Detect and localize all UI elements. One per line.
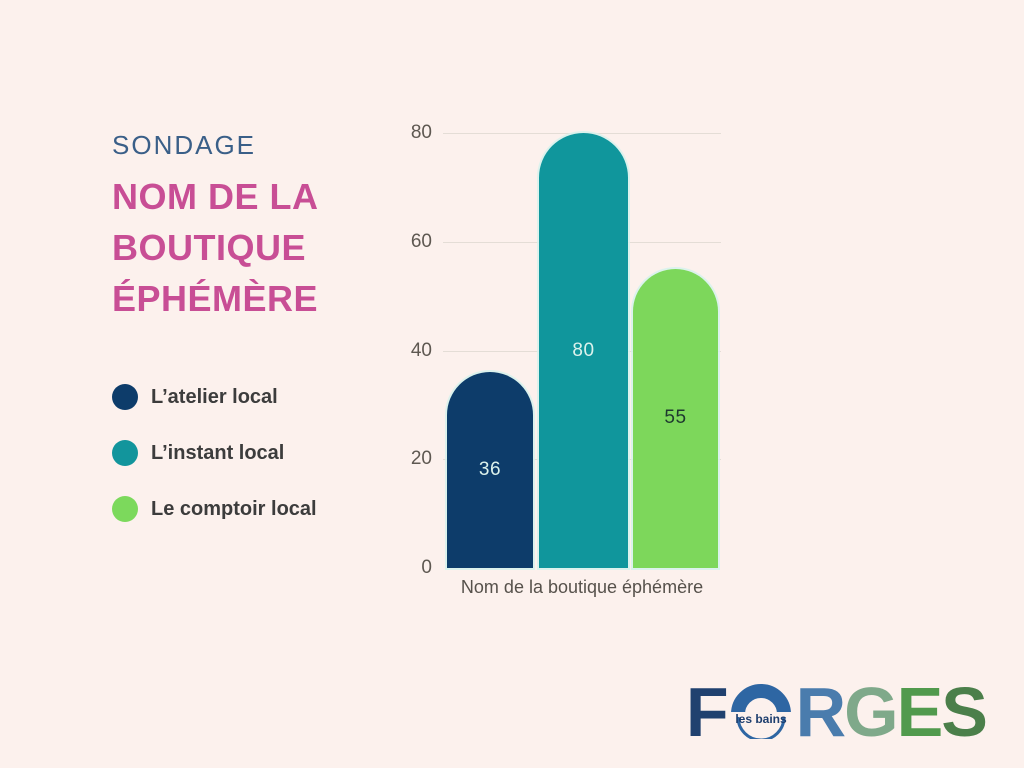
logo-o-les-bains-badge-icon: les bains xyxy=(728,684,793,739)
bar-chart-plot-area: 0 20 40 60 80 36 80 55 xyxy=(411,122,721,578)
title-block: SONDAGE NOM DE LA BOUTIQUE ÉPHÉMÈRE xyxy=(112,130,319,324)
legend-item: Le comptoir local xyxy=(112,495,317,523)
legend-item: L’instant local xyxy=(112,439,317,467)
bar-value-label: 80 xyxy=(572,339,595,361)
logo-letter-g: G xyxy=(844,673,898,751)
bar-2: 80 xyxy=(539,133,628,568)
bar-3: 55 xyxy=(633,268,718,568)
y-axis-tick-label: 60 xyxy=(410,230,432,252)
eyebrow-label: SONDAGE xyxy=(112,130,257,160)
logo-letter-e: E xyxy=(896,673,944,751)
legend-item: L’atelier local xyxy=(112,383,317,411)
logo-letter-f: F xyxy=(685,673,729,751)
legend-color-dot-icon xyxy=(112,384,138,410)
y-axis-tick-label: 40 xyxy=(410,339,432,361)
logo-letter-r: R xyxy=(795,673,847,751)
x-axis-label: Nom de la boutique éphémère xyxy=(460,577,704,597)
legend-color-dot-icon xyxy=(112,440,138,466)
page-title-line: BOUTIQUE xyxy=(112,227,307,268)
y-axis-tick-label: 0 xyxy=(421,557,432,578)
y-axis-tick-label: 20 xyxy=(410,448,432,470)
legend-item-label: Le comptoir local xyxy=(151,497,317,520)
legend-color-dot-icon xyxy=(112,496,138,522)
page-title-line: ÉPHÉMÈRE xyxy=(112,278,319,319)
legend-item-label: L’atelier local xyxy=(151,385,278,408)
bar-1: 36 xyxy=(447,372,533,568)
y-axis-tick-label: 80 xyxy=(410,122,432,143)
bar-value-label: 36 xyxy=(478,459,502,481)
legend-item-label: L’instant local xyxy=(151,441,285,464)
chart-legend: L’atelier local L’instant local Le comptoi… xyxy=(112,383,317,551)
logo-badge-text: les bains xyxy=(735,712,787,726)
logo-letter-s: S xyxy=(941,673,988,751)
bar-value-label: 55 xyxy=(664,407,687,429)
page-title-line: NOM DE LA xyxy=(112,176,319,217)
page-title: NOM DE LA BOUTIQUE ÉPHÉMÈRE xyxy=(112,171,319,324)
